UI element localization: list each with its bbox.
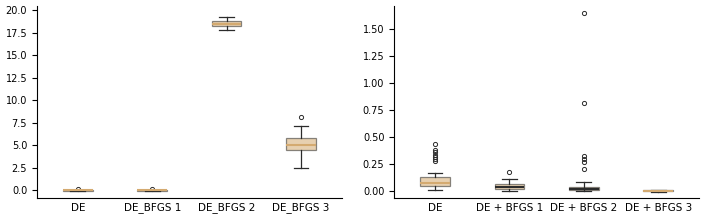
PathPatch shape xyxy=(212,21,242,26)
PathPatch shape xyxy=(286,138,316,150)
PathPatch shape xyxy=(569,187,599,190)
PathPatch shape xyxy=(494,184,525,189)
PathPatch shape xyxy=(644,190,673,191)
PathPatch shape xyxy=(420,177,450,186)
PathPatch shape xyxy=(63,190,92,191)
PathPatch shape xyxy=(137,190,167,191)
